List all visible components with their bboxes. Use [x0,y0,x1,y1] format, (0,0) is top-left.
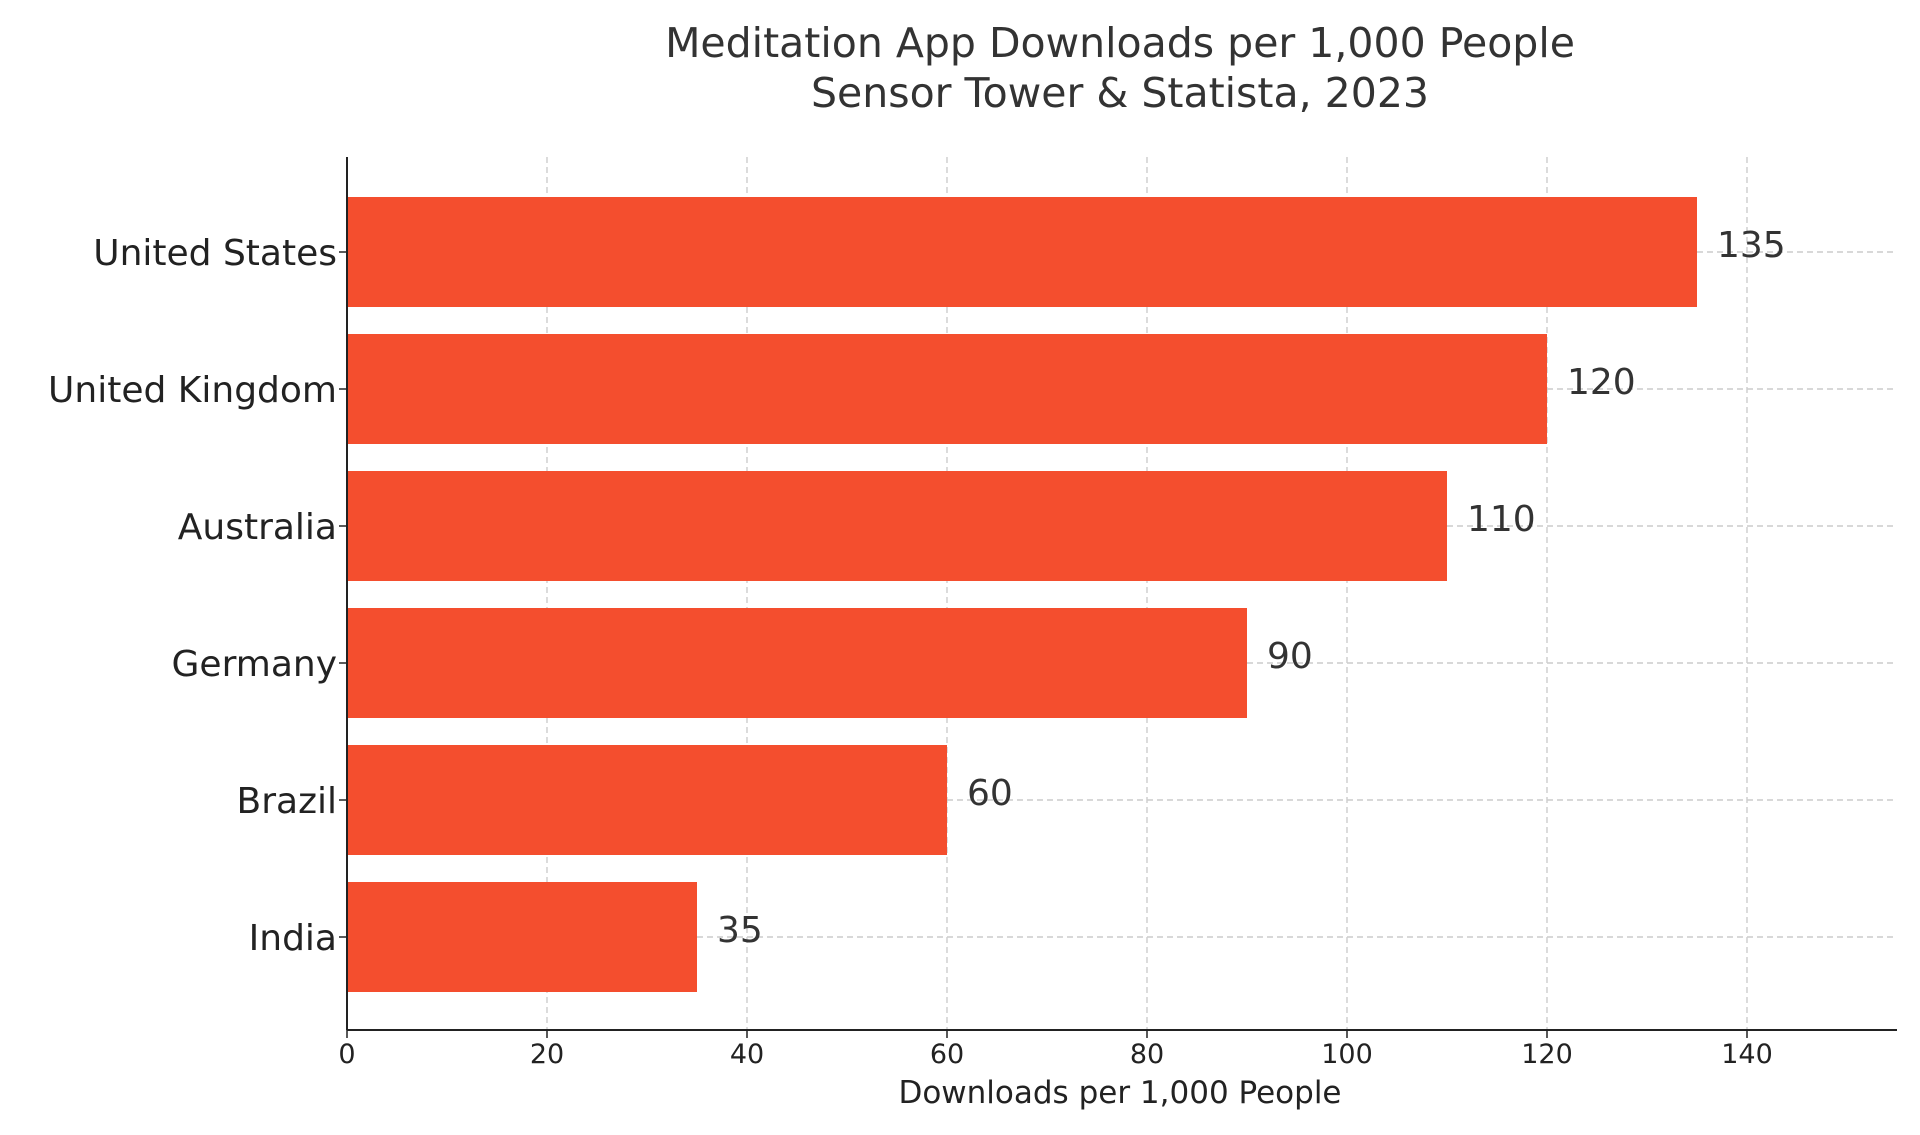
chart-subtitle: Sensor Tower & Statista, 2023 [811,69,1429,117]
category-label: Germany [172,644,337,685]
category-label: United Kingdom [48,370,337,411]
labels: 0 20 40 60 80 100 120 140 United States 135 United… [48,225,1786,1070]
category-label: United States [93,233,337,274]
bar [347,608,1247,718]
x-tick-label: 80 [1130,1039,1164,1070]
data-label: 120 [1567,362,1636,403]
data-label: 135 [1717,225,1786,266]
data-label: 35 [717,910,763,951]
bars [347,197,1697,992]
x-tick-label: 40 [730,1039,764,1070]
bar [347,471,1447,581]
x-axis-title: Downloads per 1,000 People [898,1075,1341,1111]
bar [347,882,697,992]
category-label: India [249,918,337,959]
x-tick-label: 120 [1521,1039,1573,1070]
bar [347,197,1697,307]
x-tick-label: 140 [1721,1039,1773,1070]
x-tick-label: 100 [1321,1039,1373,1070]
data-label: 110 [1467,499,1536,540]
bar [347,334,1547,444]
x-tick-label: 60 [930,1039,964,1070]
category-label: Brazil [237,781,337,822]
category-label: Australia [178,507,337,548]
data-label: 60 [967,773,1013,814]
chart-title: Meditation App Downloads per 1,000 Peopl… [665,19,1575,67]
x-tick-label: 0 [338,1039,355,1070]
data-label: 90 [1267,636,1313,677]
axes [339,157,1897,1038]
x-tick-label: 20 [530,1039,564,1070]
bar [347,745,947,855]
